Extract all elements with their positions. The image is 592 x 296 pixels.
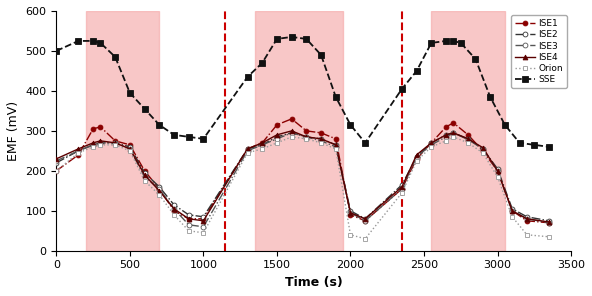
Y-axis label: EMF (mV): EMF (mV) bbox=[7, 101, 20, 161]
X-axis label: Time (s): Time (s) bbox=[285, 276, 343, 289]
Bar bbox=[86, 11, 159, 251]
Bar bbox=[255, 11, 343, 251]
Legend: ISE1, ISE2, ISE3, ISE4, Orion, SSE: ISE1, ISE2, ISE3, ISE4, Orion, SSE bbox=[511, 15, 567, 88]
Bar bbox=[432, 11, 505, 251]
